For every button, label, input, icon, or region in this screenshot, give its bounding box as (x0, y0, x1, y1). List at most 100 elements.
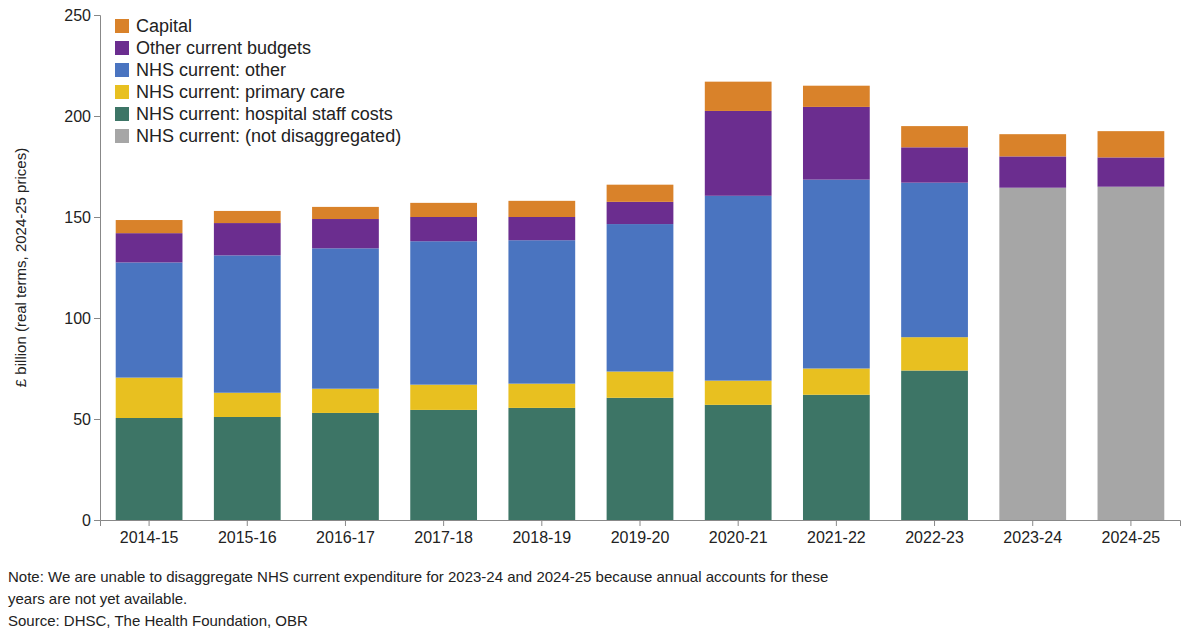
y-tick: 200 (64, 108, 100, 125)
bar-segment (116, 262, 183, 377)
legend-label: NHS current: hospital staff costs (136, 104, 393, 124)
bar-segment (607, 202, 674, 224)
bar-segment (312, 413, 379, 520)
bar-segment (607, 398, 674, 520)
x-tick-mark (541, 520, 542, 526)
x-axis-line (101, 521, 1181, 527)
x-tick: 2015-16 (218, 520, 277, 546)
bar-segment (214, 255, 281, 392)
legend-swatch (115, 19, 129, 33)
y-tick: 100 (64, 310, 100, 327)
y-axis-title: £ billion (real terms, 2024-25 prices) (12, 148, 29, 387)
bar-segment (410, 217, 477, 241)
y-tick-mark (94, 520, 100, 521)
x-tick: 2022-23 (905, 520, 964, 546)
y-tick-mark (94, 116, 100, 117)
x-tick: 2016-17 (316, 520, 375, 546)
bar-segment (607, 224, 674, 371)
y-tick-label: 50 (73, 411, 91, 428)
bar-segment (901, 147, 968, 182)
bar-segment (705, 405, 772, 520)
bar-segment (705, 381, 772, 405)
y-tick-mark (94, 318, 100, 319)
bar-segment (312, 389, 379, 413)
x-tick: 2023-24 (1003, 520, 1062, 546)
legend-swatch (115, 107, 129, 121)
bar-segment (508, 217, 575, 240)
bar-segment (508, 240, 575, 383)
legend-swatch (115, 41, 129, 55)
bar-segment (116, 220, 183, 233)
bar-segment (312, 207, 379, 219)
x-tick: 2014-15 (120, 520, 179, 546)
bar-segment (607, 185, 674, 202)
x-tick-mark (738, 520, 739, 526)
y-tick-mark (94, 419, 100, 420)
x-tick-mark (640, 520, 641, 526)
bar-segment (1098, 131, 1165, 157)
bars (116, 82, 1165, 520)
bar-segment (803, 107, 870, 180)
source: Source: DHSC, The Health Foundation, OBR (8, 612, 308, 629)
x-tick: 2021-22 (807, 520, 866, 546)
bar-segment (901, 183, 968, 338)
bar-segment (803, 395, 870, 520)
y-axis: 0 50 100 150 200 250 (64, 7, 100, 529)
bar-segment (116, 378, 183, 418)
chart: 0 50 100 150 200 250 2014-15 2015-16 2016-17 2017… (0, 0, 1200, 637)
legend-label: NHS current: (not disaggregated) (136, 126, 401, 146)
y-tick-mark (94, 15, 100, 16)
bar-segment (803, 86, 870, 107)
bar-segment (116, 418, 183, 520)
y-tick-label: 100 (64, 310, 91, 327)
x-tick-label: 2022-23 (905, 529, 964, 546)
bar-segment (901, 371, 968, 520)
bar-segment (508, 408, 575, 520)
bar-segment (803, 180, 870, 369)
legend-swatch (115, 129, 129, 143)
bar-segment (214, 417, 281, 520)
x-tick-mark (443, 520, 444, 526)
y-tick: 0 (82, 512, 100, 529)
x-tick: 2018-19 (512, 520, 571, 546)
bar-segment (410, 385, 477, 410)
y-tick: 50 (73, 411, 100, 428)
bar-segment (312, 219, 379, 248)
note: years are not yet available. (8, 590, 187, 607)
bar-segment (214, 211, 281, 223)
x-tick-label: 2020-21 (709, 529, 768, 546)
y-tick-label: 200 (64, 108, 91, 125)
legend-label: NHS current: primary care (136, 82, 345, 102)
bar-segment (1098, 157, 1165, 186)
legend-label: Other current budgets (136, 38, 311, 58)
bar-segment (410, 410, 477, 520)
x-tick-label: 2015-16 (218, 529, 277, 546)
x-tick-mark (836, 520, 837, 526)
bar-segment (705, 196, 772, 381)
bar-segment (508, 201, 575, 217)
y-tick: 250 (64, 7, 100, 24)
x-tick-label: 2014-15 (120, 529, 179, 546)
bar-segment (116, 233, 183, 262)
bar-segment (901, 337, 968, 370)
x-tick-mark (345, 520, 346, 526)
x-tick: 2024-25 (1102, 520, 1161, 546)
bar-segment (901, 126, 968, 147)
y-tick-label: 0 (82, 512, 91, 529)
bar-segment (999, 188, 1066, 520)
bar-segment (312, 248, 379, 388)
y-tick-label: 150 (64, 209, 91, 226)
bar-segment (410, 203, 477, 217)
x-tick-mark (1032, 520, 1033, 526)
legend-swatch (115, 63, 129, 77)
x-tick: 2020-21 (709, 520, 768, 546)
x-tick: 2017-18 (414, 520, 473, 546)
bar-segment (410, 241, 477, 384)
bar-segment (705, 82, 772, 111)
legend-label: NHS current: other (136, 60, 286, 80)
x-tick-label: 2019-20 (611, 529, 670, 546)
y-tick-label: 250 (64, 7, 91, 24)
x-tick-mark (1130, 520, 1131, 526)
x-tick: 2019-20 (611, 520, 670, 546)
x-tick-mark (934, 520, 935, 526)
